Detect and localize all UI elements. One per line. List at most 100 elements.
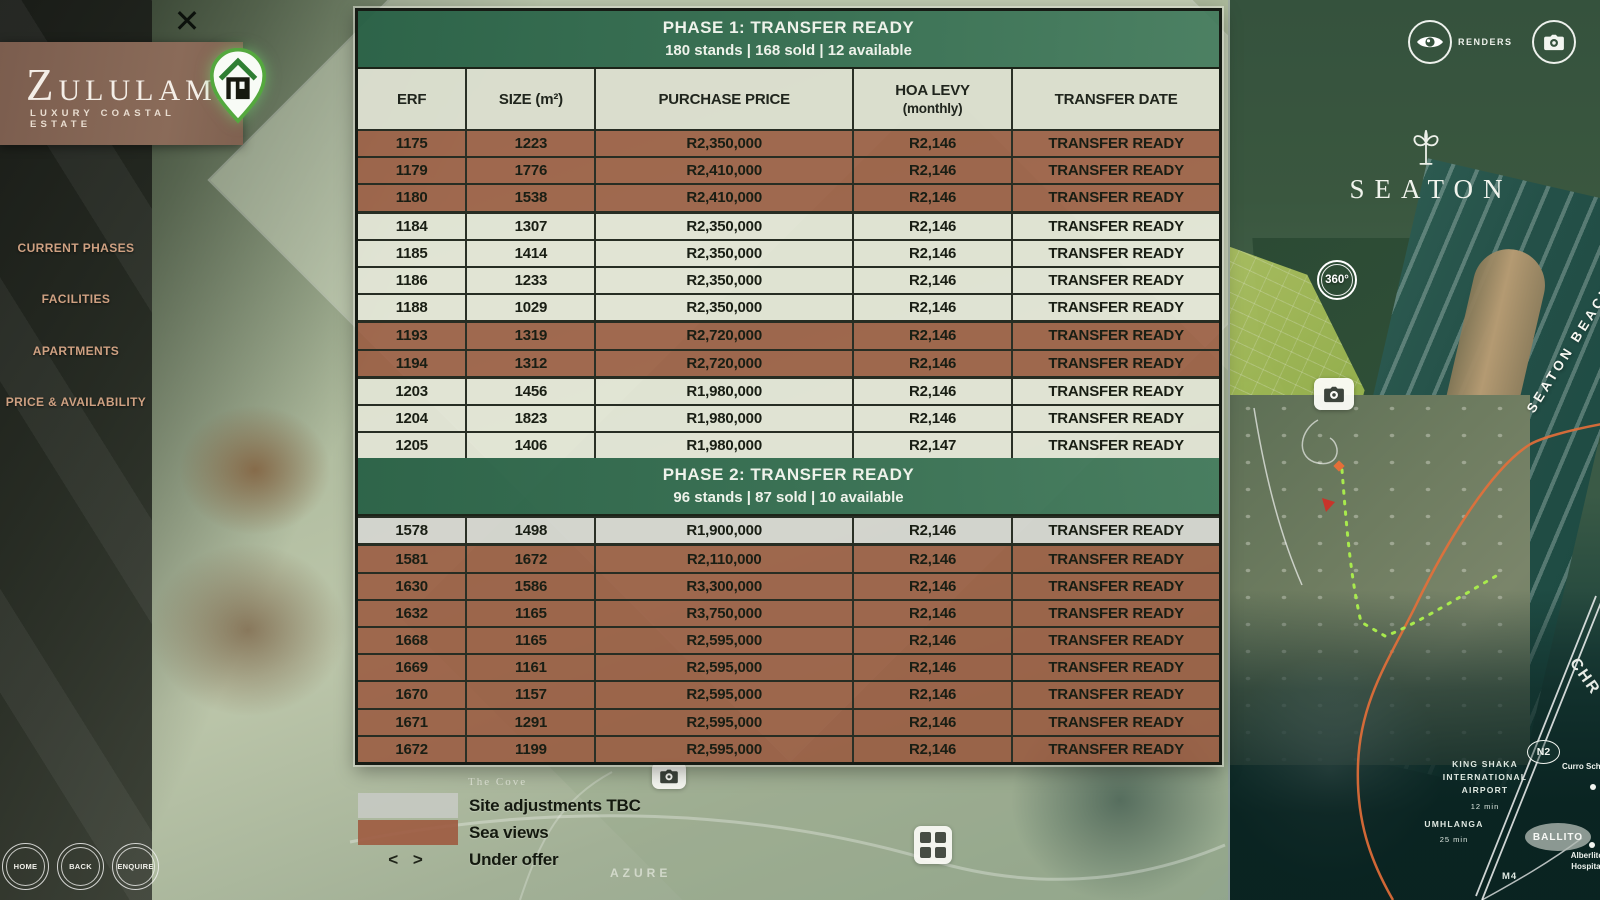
camera-icon <box>1544 34 1564 51</box>
cell-hoa: R2,146 <box>854 655 1014 681</box>
cell-price: R2,410,000 <box>596 158 854 184</box>
cell-transfer-date: TRANSFER READY <box>1048 189 1184 207</box>
cell-size: 1414 <box>467 240 597 266</box>
cell-hoa: R2,146 <box>854 323 1014 349</box>
cell-transfer-date: TRANSFER READY <box>1048 162 1184 180</box>
cell-price: R2,350,000 <box>596 213 854 239</box>
badge-360-view[interactable]: 360° <box>1317 260 1357 300</box>
cell-price: R2,720,000 <box>596 323 854 349</box>
cell-transfer-date: TRANSFER READY <box>1048 409 1184 427</box>
poi-ballito: BALLITO <box>1525 823 1591 851</box>
cell-transfer-date: TRANSFER READY <box>1048 299 1184 317</box>
phase-header: PHASE 2: TRANSFER READY 96 stands | 87 so… <box>358 458 1219 517</box>
cell-size: 1312 <box>467 350 597 376</box>
stand-row-1179: 1179 1776 R2,410,000 R2,146 TRANSFER READY <box>358 156 1219 184</box>
cell-transfer-date: TRANSFER READY <box>1048 135 1184 153</box>
cell-erf: 1205 <box>358 433 468 459</box>
cell-size: 1199 <box>467 736 597 762</box>
cell-size: 1586 <box>467 573 597 599</box>
eye-icon <box>1417 36 1443 48</box>
renders-toggle-button[interactable] <box>1408 20 1452 64</box>
cell-size: 1291 <box>467 709 597 735</box>
cell-transfer-date: TRANSFER READY <box>1048 686 1184 704</box>
column-header: SIZE (m²) <box>467 69 597 129</box>
phase-title: PHASE 2: TRANSFER READY <box>662 465 915 485</box>
cell-erf: 1668 <box>358 628 468 654</box>
cell-price: R2,595,000 <box>596 628 854 654</box>
cell-erf: 1671 <box>358 709 468 735</box>
sidebar-item-facilities[interactable]: FACILITIES <box>41 292 111 307</box>
map-label-azure: AZURE <box>610 866 672 880</box>
poi-king-shaka-airport: KING SHAKA INTERNATIONAL AIRPORT 12 min <box>1435 758 1535 812</box>
map-label-the-cove: The Cove <box>468 776 528 788</box>
sidebar-item-apartments[interactable]: APARTMENTS <box>32 343 120 358</box>
camera-renders-button[interactable] <box>1532 20 1576 64</box>
column-header: PURCHASE PRICE <box>596 69 854 129</box>
renders-label: RENDERS <box>1458 37 1513 47</box>
map-facilities-hotspot[interactable] <box>914 826 952 864</box>
cell-price: R2,350,000 <box>596 131 854 157</box>
stand-row-1194: 1194 1312 R2,720,000 R2,146 TRANSFER READY <box>358 348 1219 376</box>
cell-hoa: R2,146 <box>854 682 1014 708</box>
cell-size: 1456 <box>467 378 597 404</box>
stand-row-1578: 1578 1498 R1,900,000 R2,146 TRANSFER READY <box>358 516 1219 544</box>
stand-row-1188: 1188 1029 R2,350,000 R2,146 TRANSFER READY <box>358 293 1219 321</box>
stand-row-1186: 1186 1233 R2,350,000 R2,146 TRANSFER READY <box>358 265 1219 294</box>
cell-size: 1776 <box>467 158 597 184</box>
button-label: BACK <box>69 862 92 871</box>
stand-row-1669: 1669 1161 R2,595,000 R2,146 TRANSFER READY <box>358 653 1219 681</box>
legend-swatch-grey <box>358 793 458 818</box>
close-button[interactable]: ✕ <box>173 3 201 39</box>
button-ring: BACK <box>61 847 100 886</box>
cell-price: R2,110,000 <box>596 546 854 572</box>
cell-size: 1406 <box>467 433 597 459</box>
sidebar-item-current-phases[interactable]: CURRENT PHASES <box>17 240 135 255</box>
phase-availability: 96 stands | 87 sold | 10 available <box>673 489 904 507</box>
back-button[interactable]: BACK <box>57 843 104 890</box>
road-badge-n2: N2 <box>1527 740 1560 764</box>
legend-swatch-sea <box>358 820 458 845</box>
cell-erf: 1203 <box>358 378 468 404</box>
cell-transfer-date: TRANSFER READY <box>1048 550 1184 568</box>
stand-row-1668: 1668 1165 R2,595,000 R2,146 TRANSFER READY <box>358 626 1219 654</box>
cell-size: 1161 <box>467 655 597 681</box>
stand-row-1205: 1205 1406 R1,980,000 R2,147 TRANSFER READY <box>358 431 1219 459</box>
cell-size: 1823 <box>467 405 597 432</box>
cell-erf: 1194 <box>358 350 468 376</box>
home-button[interactable]: HOME <box>2 843 49 890</box>
cell-transfer-date: TRANSFER READY <box>1048 327 1184 345</box>
poi-umhlanga: UMHLANGA 25 min <box>1404 818 1504 846</box>
cell-price: R1,980,000 <box>596 378 854 404</box>
cell-size: 1223 <box>467 131 597 157</box>
cell-erf: 1204 <box>358 405 468 432</box>
stand-row-1185: 1185 1414 R2,350,000 R2,146 TRANSFER READY <box>358 238 1219 266</box>
poi-dot <box>1590 784 1596 790</box>
cell-hoa: R2,146 <box>854 736 1014 762</box>
legend-item: Site adjustments TBC <box>358 792 641 819</box>
map-camera-hotspot[interactable] <box>1314 378 1354 410</box>
cell-price: R2,410,000 <box>596 185 854 211</box>
sidebar-item-price-availability[interactable]: PRICE & AVAILABILITY <box>5 395 147 410</box>
sidebar-footer-buttons: HOME BACK ENQUIRE <box>2 843 159 890</box>
map-camera-hotspot[interactable] <box>652 762 686 789</box>
cell-erf: 1188 <box>358 295 468 321</box>
cell-transfer-date: TRANSFER READY <box>1048 272 1184 290</box>
cell-hoa: R2,146 <box>854 378 1014 404</box>
cell-hoa: R2,146 <box>854 131 1014 157</box>
facilities-icon <box>920 832 931 843</box>
cell-hoa: R2,146 <box>854 600 1014 626</box>
cell-size: 1307 <box>467 213 597 239</box>
cell-size: 1672 <box>467 546 597 572</box>
enquire-button[interactable]: ENQUIRE <box>112 843 159 890</box>
legend-label: Under offer <box>469 849 559 869</box>
legend-swatch-chevrons: < > <box>388 849 428 869</box>
poi-dot <box>1589 842 1595 848</box>
legend-label: Site adjustments TBC <box>469 795 641 815</box>
cell-erf: 1630 <box>358 573 468 599</box>
cell-erf: 1184 <box>358 213 468 239</box>
legend-item: < > Under offer <box>358 846 641 873</box>
cell-hoa: R2,146 <box>854 295 1014 321</box>
cell-hoa: R2,146 <box>854 628 1014 654</box>
cell-price: R2,595,000 <box>596 682 854 708</box>
cell-transfer-date: TRANSFER READY <box>1048 632 1184 650</box>
